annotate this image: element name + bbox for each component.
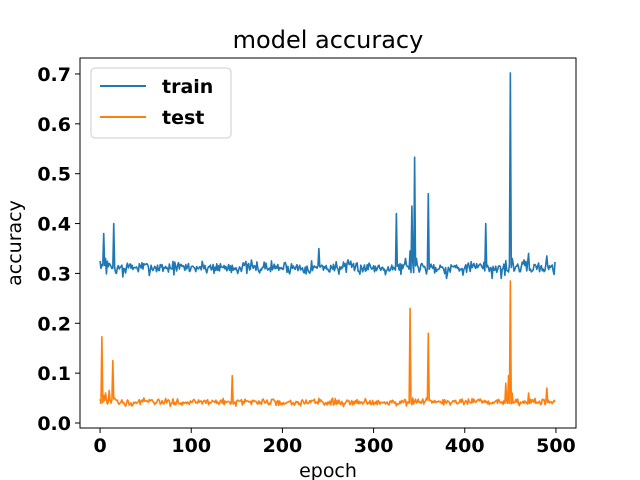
y-axis-label: accuracy	[4, 200, 26, 286]
y-tick-label: 0.2	[37, 313, 71, 335]
x-tick-label: 400	[445, 435, 485, 457]
y-tick-label: 0.0	[37, 413, 71, 435]
x-axis: 0 100 200 300 400 500	[93, 428, 576, 457]
x-tick-label: 300	[354, 435, 394, 457]
series-layer	[99, 72, 556, 408]
legend-label-train: train	[162, 76, 213, 98]
y-tick-label: 0.6	[37, 114, 71, 136]
legend-label-test: test	[162, 107, 204, 129]
x-axis-label: epoch	[299, 460, 357, 480]
x-tick-label: 100	[171, 435, 211, 457]
series-line-train	[99, 72, 556, 280]
y-tick-label: 0.5	[37, 164, 71, 186]
x-tick-label: 500	[536, 435, 576, 457]
y-tick-label: 0.4	[37, 214, 71, 236]
y-tick-label: 0.7	[37, 64, 71, 86]
y-tick-label: 0.1	[37, 363, 71, 385]
plot-frame	[79, 57, 577, 429]
x-tick-label: 0	[93, 435, 106, 457]
series-line-test	[99, 280, 556, 408]
legend: train test	[90, 67, 232, 139]
x-tick-label: 200	[263, 435, 303, 457]
y-axis: 0.0 0.1 0.2 0.3 0.4 0.5 0.6 0.7	[37, 64, 80, 435]
chart-title: model accuracy	[233, 26, 424, 54]
y-tick-label: 0.3	[37, 263, 71, 285]
